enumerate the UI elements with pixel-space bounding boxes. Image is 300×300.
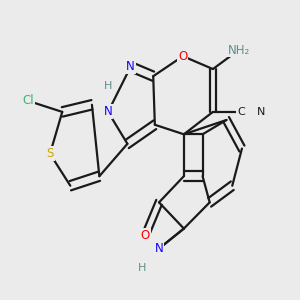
Text: N: N [155, 242, 164, 255]
Text: N: N [104, 105, 112, 119]
Text: N: N [126, 60, 135, 73]
Text: N: N [257, 107, 266, 117]
Text: S: S [46, 147, 54, 160]
Text: O: O [178, 50, 188, 63]
Text: O: O [140, 229, 150, 242]
Text: Cl: Cl [22, 94, 34, 107]
Text: C: C [237, 107, 245, 117]
Text: H: H [138, 262, 146, 273]
Text: NH₂: NH₂ [228, 44, 250, 56]
Text: H: H [104, 81, 112, 91]
